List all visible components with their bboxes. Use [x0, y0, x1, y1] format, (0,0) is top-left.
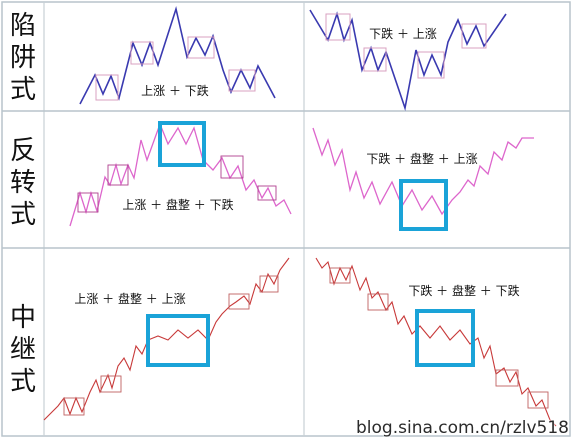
trap-box [363, 47, 387, 72]
continuation-up-up-panel: 上涨 ＋ 盘整 ＋ 上涨 [43, 257, 290, 421]
reversal-box [220, 155, 244, 179]
consolidation-box [158, 121, 206, 167]
trap-up-down-panel: 上涨 ＋ 下跌 [79, 5, 276, 105]
row-label-char: 转 [9, 168, 36, 198]
row-label-char: 式 [9, 367, 36, 397]
trap-right-caption: 下跌 ＋ 上涨 [369, 26, 437, 41]
reversal-box [107, 164, 129, 186]
continuation-up-up-line [43, 257, 290, 421]
continuation-right-caption: 下跌 ＋ 盘整 ＋ 下跌 [408, 283, 519, 298]
trap-down-up-panel: 下跌 ＋ 上涨 [309, 9, 507, 112]
reversal-up-down-panel: 上涨 ＋ 盘整 ＋ 下跌 [69, 121, 292, 227]
row-label-trap: 陷 阱 式 [4, 8, 42, 108]
row-label-char: 阱 [9, 43, 36, 73]
row-label-char: 继 [9, 335, 36, 365]
row-label-char: 式 [9, 75, 36, 105]
reversal-right-caption: 下跌 ＋ 盘整 ＋ 上涨 [366, 151, 477, 166]
trap-box [461, 23, 487, 49]
trap-box [95, 74, 119, 101]
trap-left-caption: 上涨 ＋ 下跌 [141, 83, 209, 98]
consolidation-box [415, 309, 475, 367]
reversal-down-up-line [312, 127, 534, 216]
continuation-box [228, 293, 250, 310]
continuation-left-caption: 上涨 ＋ 盘整 ＋ 上涨 [74, 291, 185, 306]
trap-box [228, 69, 256, 92]
trap-box [130, 41, 154, 65]
continuation-box [100, 375, 122, 393]
consolidation-box [146, 314, 210, 367]
trap-up-down-line [79, 5, 276, 105]
continuation-box [495, 369, 519, 387]
row-label-char: 中 [9, 303, 36, 333]
reversal-up-down-line [69, 122, 292, 227]
row-label-char: 式 [9, 200, 36, 230]
continuation-box [63, 397, 85, 416]
trap-box [325, 13, 351, 41]
continuation-box [259, 275, 279, 293]
trap-box [417, 51, 445, 79]
continuation-down-down-panel: 下跌 ＋ 盘整 ＋ 下跌 [315, 257, 557, 427]
watermark: blog.sina.com.cn/rzlv518 [356, 418, 569, 438]
continuation-box [367, 293, 389, 311]
row-label-reversal: 反 转 式 [4, 128, 42, 238]
consolidation-box [399, 179, 448, 231]
trap-down-up-line [309, 9, 507, 112]
reversal-down-up-panel: 下跌 ＋ 盘整 ＋ 上涨 [312, 127, 534, 231]
row-label-char: 陷 [9, 11, 36, 41]
trap-box [187, 36, 215, 59]
continuation-box [329, 267, 351, 284]
row-label-char: 反 [9, 136, 36, 166]
row-label-continuation: 中 继 式 [4, 295, 42, 405]
reversal-box [77, 192, 99, 213]
reversal-box [257, 185, 277, 201]
outer-border [1, 1, 571, 437]
continuation-box [527, 391, 549, 409]
reversal-left-caption: 上涨 ＋ 盘整 ＋ 下跌 [122, 197, 233, 212]
